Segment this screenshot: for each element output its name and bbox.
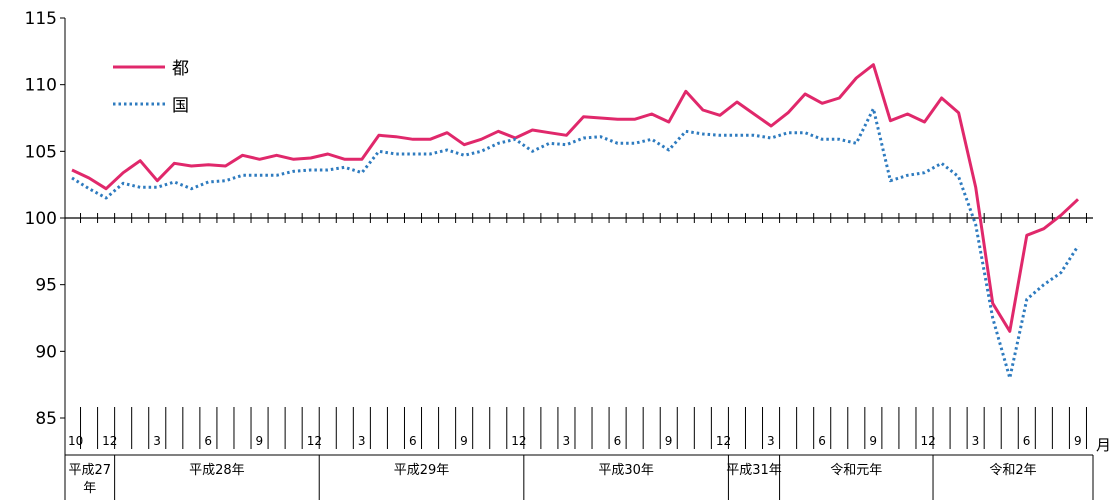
x-tick-label: 3 (767, 434, 775, 448)
series-line-national (71, 107, 1080, 380)
x-tick-label: 12 (716, 434, 731, 448)
reference-line-group (65, 213, 1093, 223)
x-tick-label: 3 (358, 434, 366, 448)
x-tick-label: 3 (972, 434, 980, 448)
x-tick-label: 9 (869, 434, 877, 448)
x-tick-label: 12 (921, 434, 936, 448)
legend: 都国 (113, 59, 189, 116)
x-tick-label: 12 (307, 434, 322, 448)
x-tick-label: 6 (1023, 434, 1031, 448)
legend-label: 都 (172, 59, 189, 79)
x-tick-label: 12 (102, 434, 117, 448)
x-tick-label: 9 (256, 434, 264, 448)
y-axis: 85 90 95 100 105 110 115 (25, 9, 66, 429)
y-tick-label: 110 (25, 76, 57, 96)
x-tick-label: 3 (153, 434, 161, 448)
x-tick-label: 6 (204, 434, 212, 448)
x-era-label: 平成27 年 (69, 463, 112, 496)
y-tick-label: 85 (35, 409, 57, 429)
y-tick-label: 95 (35, 276, 57, 296)
x-era-label: 令和元年 (830, 463, 882, 478)
x-tick-label: 9 (460, 434, 468, 448)
x-tick-label: 3 (562, 434, 570, 448)
x-tick-label: 12 (511, 434, 526, 448)
x-tick-label: 6 (614, 434, 622, 448)
x-era-label: 平成29年 (394, 463, 450, 478)
x-axis-unit-label: 月 (1096, 436, 1111, 454)
x-axis: 10 12 3 6 9 12 3 6 9 12 3 6 9 12 3 6 9 12 3 6 9 平成27 年 平成28年 平成2… (64, 407, 1094, 500)
x-tick-label: 6 (818, 434, 826, 448)
x-era-label: 平成28年 (189, 463, 245, 478)
x-era-label: 平成30年 (598, 463, 654, 478)
series-line-tokyo (71, 63, 1080, 333)
plot-area (71, 63, 1080, 380)
x-tick-label: 10 (68, 434, 83, 448)
y-tick-label: 105 (25, 142, 57, 162)
y-tick-label: 115 (25, 9, 57, 29)
x-era-label: 平成31年 (726, 463, 782, 478)
y-tick-label: 100 (25, 209, 57, 229)
legend-label: 国 (172, 96, 189, 116)
x-tick-label: 6 (409, 434, 417, 448)
x-tick-label: 9 (665, 434, 673, 448)
x-era-label: 令和2年 (989, 463, 1036, 478)
y-tick-label: 90 (35, 342, 57, 362)
x-tick-label: 9 (1074, 434, 1082, 448)
